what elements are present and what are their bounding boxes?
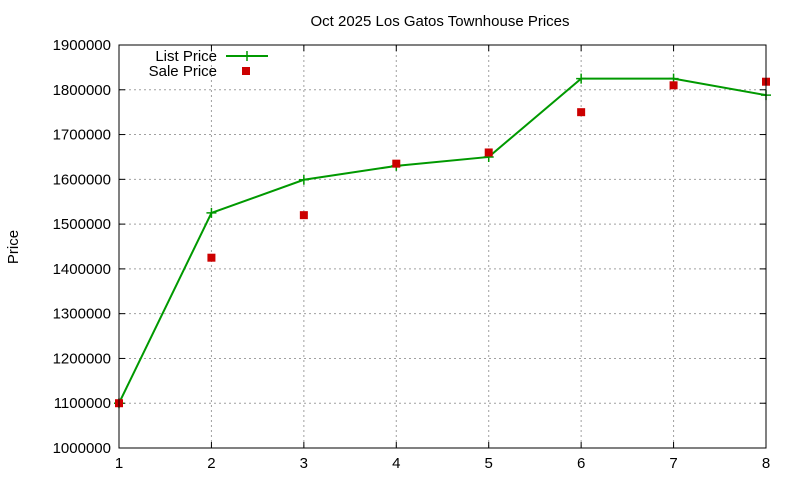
- data-point-sale-price: [392, 159, 401, 168]
- data-point-sale-price: [577, 108, 586, 117]
- data-point-list-price: [206, 207, 217, 218]
- chart-title: Oct 2025 Los Gatos Townhouse Prices: [310, 13, 569, 30]
- data-point-list-price: [576, 73, 587, 84]
- series-line-list-price: [118, 77, 767, 404]
- plot-frame: [118, 44, 767, 449]
- x-tick-label: 7: [669, 455, 677, 472]
- data-point-sale-price: [484, 148, 493, 157]
- x-tick-label: 1: [115, 455, 123, 472]
- x-tick-label: 8: [762, 455, 770, 472]
- y-tick-label: 1700000: [53, 127, 111, 144]
- series-layer: [114, 73, 771, 409]
- x-tick-label: 6: [577, 455, 585, 472]
- x-tick-label: 5: [485, 455, 493, 472]
- axis-ticks: 1000000 1100000 1200000 1300000 1400000 15000…: [53, 37, 771, 472]
- y-tick-label: 1000000: [53, 440, 111, 457]
- x-tick-label: 3: [300, 455, 308, 472]
- y-tick-label: 1200000: [53, 350, 111, 367]
- data-point-list-price: [298, 174, 309, 185]
- legend-marker-list-price: [242, 51, 252, 61]
- data-point-sale-price: [299, 211, 308, 220]
- y-tick-label: 1900000: [53, 37, 111, 54]
- y-tick-label: 1400000: [53, 261, 111, 278]
- data-point-sale-price: [207, 253, 216, 262]
- y-axis-label: Price: [5, 230, 22, 264]
- y-tick-label: 1600000: [53, 171, 111, 188]
- data-point-sale-price: [669, 81, 678, 90]
- legend-marker-sale-price: [242, 67, 250, 75]
- x-tick-label: 4: [392, 455, 400, 472]
- y-tick-label: 1800000: [53, 82, 111, 99]
- y-tick-label: 1100000: [54, 395, 111, 412]
- y-tick-label: 1500000: [53, 216, 111, 233]
- y-tick-label: 1300000: [53, 306, 111, 323]
- legend-label-list-price: List Price: [155, 48, 217, 65]
- legend-label-sale-price: Sale Price: [149, 63, 217, 80]
- legend: List Price Sale Price: [149, 48, 268, 80]
- grid-lines: [119, 45, 766, 448]
- x-tick-label: 2: [207, 455, 215, 472]
